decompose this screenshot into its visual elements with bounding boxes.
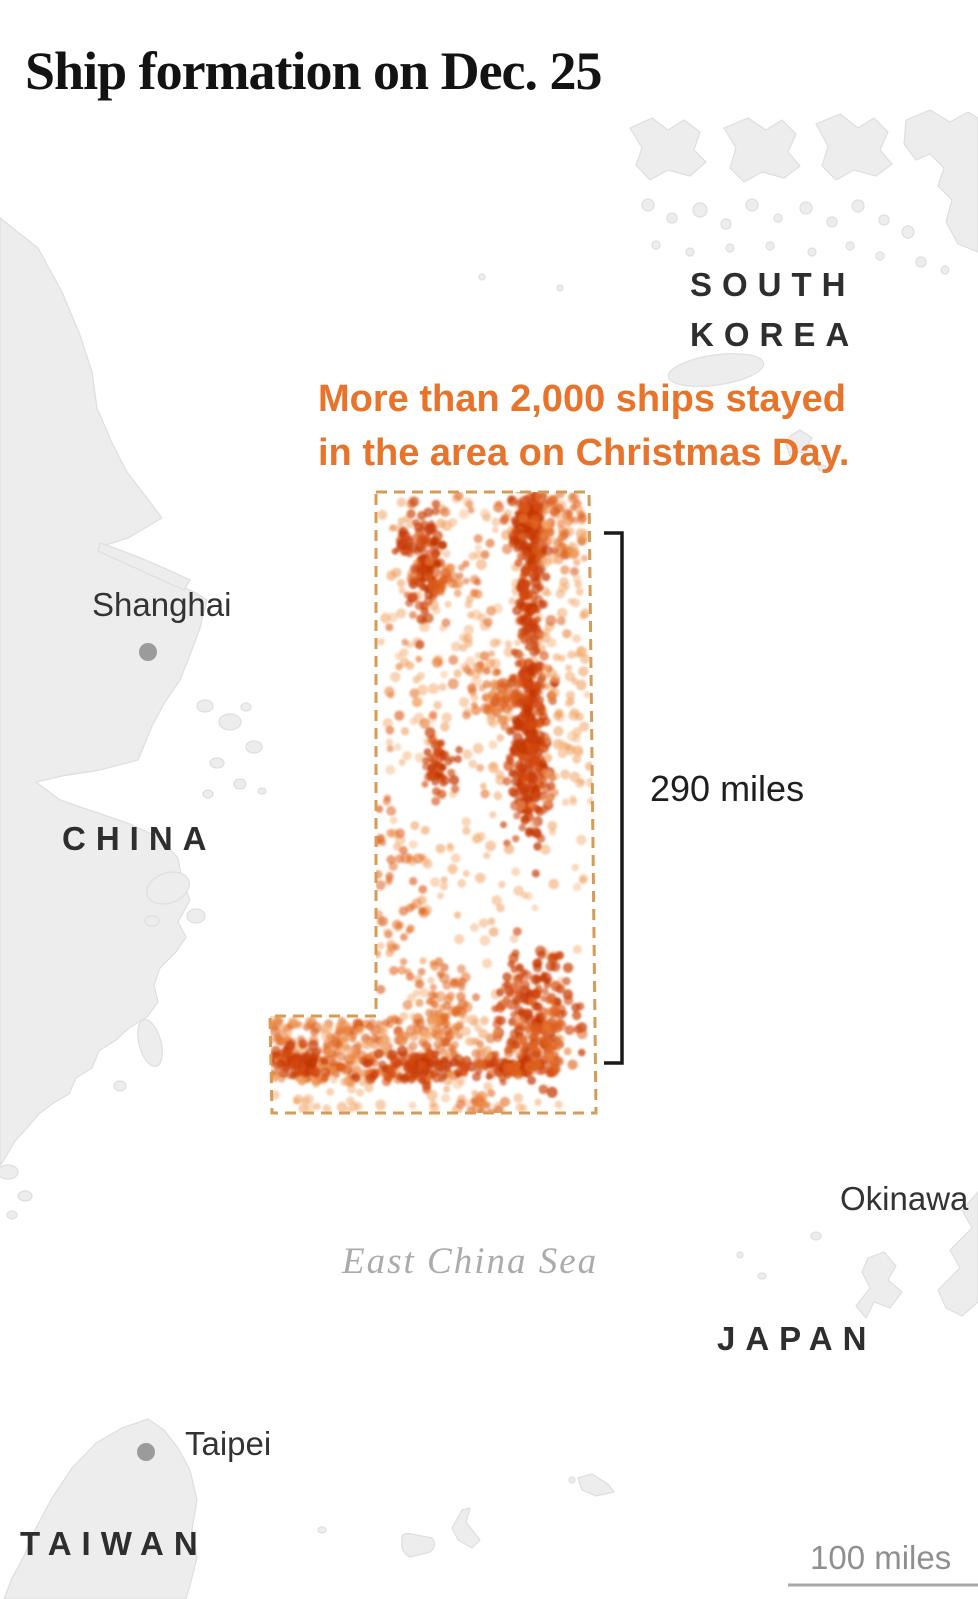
- zhoushan-islands: [196, 699, 267, 799]
- jeju-island: [667, 353, 765, 387]
- ship-zone-outline: [268, 490, 598, 1115]
- annotation-line1: More than 2,000 ships stayed: [318, 378, 846, 420]
- city-dots: [137, 643, 157, 1461]
- south-korea-archipelago: [478, 109, 978, 292]
- okinawa-islands: [736, 1191, 978, 1319]
- label-taipei: Taipei: [185, 1425, 272, 1462]
- label-south-korea-line1: SOUTH: [690, 266, 856, 303]
- annotation-ships: More than 2,000 ships stayed in the area…: [318, 372, 849, 480]
- ship-dots: [270, 492, 596, 1113]
- strait-islands: [785, 429, 827, 472]
- chongming-island: [97, 542, 191, 591]
- china-mainland: [0, 217, 208, 1167]
- annotation-line2: in the area on Christmas Day.: [318, 432, 850, 474]
- scale-bar-label: 100 miles: [810, 1539, 952, 1576]
- label-shanghai: Shanghai: [92, 586, 232, 623]
- label-east-china-sea: East China Sea: [342, 1241, 599, 1282]
- label-okinawa: Okinawa: [840, 1180, 969, 1217]
- zhejiang-coastal-islands: [0, 871, 206, 1220]
- label-taiwan: TAIWAN: [20, 1525, 208, 1562]
- bracket-distance-label: 290 miles: [650, 768, 805, 809]
- label-south-korea: SOUTH KOREA: [690, 260, 859, 360]
- label-south-korea-line2: KOREA: [690, 316, 860, 353]
- city-dot-taipei: [137, 1443, 155, 1461]
- page-title: Ship formation on Dec. 25: [25, 41, 603, 101]
- label-china: CHINA: [62, 820, 217, 857]
- landmasses: [0, 109, 978, 1599]
- label-japan: JAPAN: [717, 1320, 877, 1357]
- kyushu-corner: [903, 109, 978, 253]
- city-dot-shanghai: [139, 643, 157, 661]
- taiwan-island: [3, 1418, 198, 1599]
- ryukyu-islets: [317, 1473, 615, 1558]
- distance-bracket: [604, 531, 624, 1065]
